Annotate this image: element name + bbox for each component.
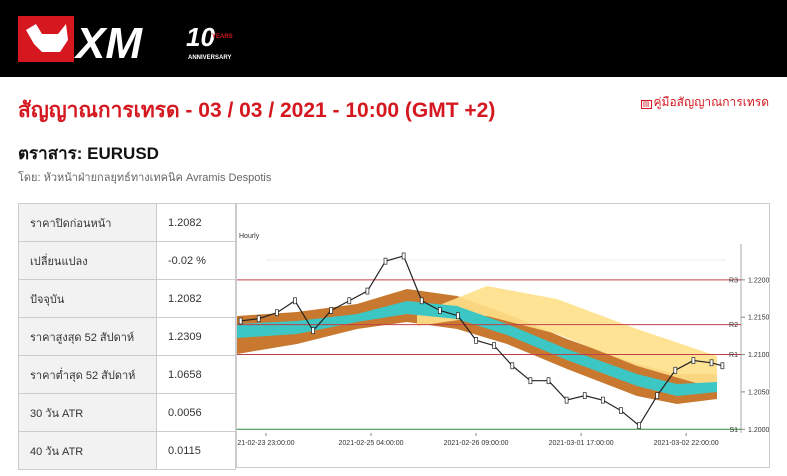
price-point: [673, 366, 678, 374]
price-point: [546, 377, 551, 385]
table-cell: 1.2082: [156, 203, 236, 242]
band-inner: [237, 301, 717, 396]
y-tick-label: 1.2200: [748, 277, 770, 284]
x-tick-label: 2021-02-25 04:00:00: [339, 440, 404, 447]
logo-number: 10: [186, 22, 215, 52]
price-point: [619, 407, 623, 414]
price-point: [293, 297, 297, 305]
price-point: [383, 257, 388, 265]
logo[interactable]: XM 10 YEARS ANNIVERSARY: [0, 0, 260, 77]
table-cell: เปลี่ยนแปลง: [18, 241, 157, 280]
level-label: S1: [729, 427, 738, 434]
table-cell: ราคาสูงสุด 52 สัปดาห์: [18, 317, 157, 356]
table-row: 30 วัน ATR 0.0056: [18, 393, 236, 432]
price-point: [600, 396, 605, 404]
y-tick-label: 1.2150: [748, 315, 770, 322]
price-point: [492, 342, 497, 349]
table-row: ราคาต่ำสุด 52 สัปดาห์ 1.0658: [18, 355, 236, 394]
table-cell: 40 วัน ATR: [18, 431, 157, 470]
price-point: [329, 307, 334, 314]
x-tick-label: 2021-02-26 09:00:00: [444, 440, 509, 447]
price-point: [419, 297, 424, 305]
table-cell: ปัจจุบัน: [18, 279, 157, 318]
price-point: [437, 307, 442, 314]
table-row: ราคาปิดก่อนหน้า 1.2082: [18, 203, 236, 242]
table-row: เปลี่ยนแปลง -0.02 %: [18, 241, 236, 280]
chart-subtitle: Hourly: [239, 233, 260, 240]
price-point: [691, 357, 696, 364]
price-point: [365, 287, 370, 295]
x-tick-label: 2021-03-02 22:00:00: [654, 440, 719, 447]
table-cell: ราคาต่ำสุด 52 สัปดาห์: [18, 355, 157, 394]
guide-text[interactable]: คู่มือสัญญาณการเทรด: [653, 95, 770, 109]
logo-anniversary: ANNIVERSARY: [188, 55, 231, 61]
price-point: [256, 315, 261, 323]
table-cell: 1.0658: [156, 355, 236, 394]
price-point: [709, 359, 714, 367]
price-point: [401, 252, 406, 260]
level-label: R3: [729, 277, 738, 284]
price-point: [582, 392, 587, 399]
price-point: [637, 422, 641, 429]
logo-text: XM: [73, 19, 143, 68]
y-tick-label: 1.2050: [748, 389, 770, 396]
instrument: ตราสาร: EURUSD: [18, 144, 159, 163]
author: โดย: หัวหน้าฝ่ายกลยุทธ์ทางเทคนิค Avramis…: [18, 172, 272, 184]
level-label: R1: [729, 352, 738, 359]
price-point: [274, 309, 279, 317]
table-cell: 1.2309: [156, 317, 236, 356]
x-tick-label: 21-02-23 23:00:00: [237, 440, 294, 447]
price-point: [655, 392, 660, 399]
page-title: สัญญาณการเทรด - 03 / 03 / 2021 - 10:00 (…: [18, 99, 496, 122]
chart: Hourly 1.2200 1.2150 1.2100 1.2050 1.2000 21-…: [236, 203, 770, 468]
y-tick-label: 1.2000: [748, 427, 770, 434]
table-cell: 0.0056: [156, 393, 236, 432]
price-point: [347, 297, 352, 305]
table-row: ราคาสูงสุด 52 สัปดาห์ 1.2309: [18, 317, 236, 356]
band-yellow: [417, 286, 717, 389]
table-cell: 30 วัน ATR: [18, 393, 157, 432]
price-point: [474, 337, 478, 344]
level-label: R2: [729, 322, 738, 329]
price-point: [238, 317, 243, 325]
price-line: [240, 255, 723, 427]
price-point: [720, 362, 725, 370]
stats-table: ราคาปิดก่อนหน้า 1.2082 เปลี่ยนแปลง -0.02 % ป…: [18, 203, 236, 470]
logo-years: YEARS: [212, 34, 233, 40]
table-cell: 1.2082: [156, 279, 236, 318]
price-point: [528, 377, 533, 385]
guide-link[interactable]: ▤ คู่มือสัญญาณการเทรด: [640, 93, 770, 112]
price-point: [564, 396, 569, 404]
y-tick-label: 1.2100: [748, 352, 770, 359]
pdf-icon: ▤: [640, 100, 652, 109]
price-point: [456, 312, 460, 320]
table-row: 40 วัน ATR 0.0115: [18, 431, 236, 470]
table-cell: -0.02 %: [156, 241, 236, 280]
table-row: ปัจจุบัน 1.2082: [18, 279, 236, 318]
x-tick-label: 2021-03-01 17:00:00: [549, 440, 614, 447]
table-cell: 0.0115: [156, 431, 236, 470]
table-cell: ราคาปิดก่อนหน้า: [18, 203, 157, 242]
price-point: [311, 327, 315, 335]
header: XM 10 YEARS ANNIVERSARY: [0, 0, 787, 77]
price-point: [510, 362, 515, 370]
